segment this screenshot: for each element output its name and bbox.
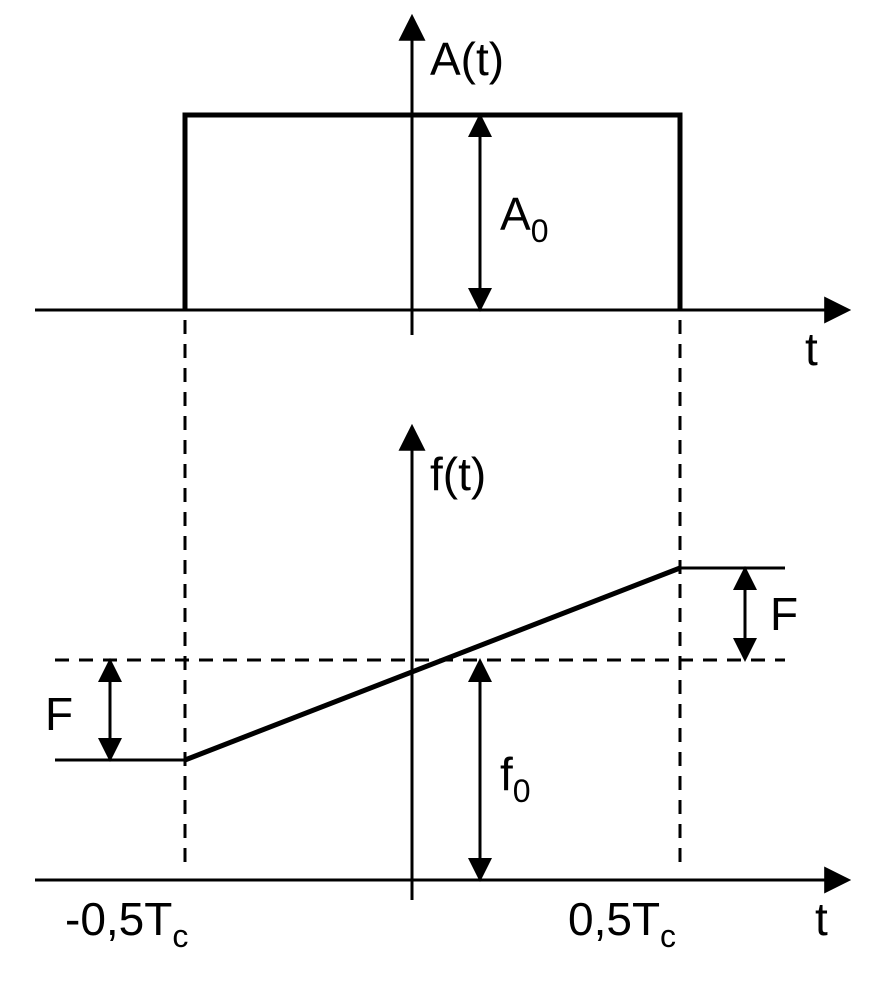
amplitude-plot: A(t) t A0 (35, 30, 835, 375)
tick-left-label: -0,5Tc (65, 893, 188, 954)
frequency-sweep (185, 568, 680, 760)
chirp-signal-diagram: A(t) t A0 f(t) t F F f0 -0,5Tc 0,5Tc (0, 0, 889, 985)
tick-right-label: 0,5Tc (568, 893, 676, 954)
top-x-label: t (805, 323, 818, 375)
top-y-label: A(t) (430, 33, 504, 85)
frequency-plot: f(t) t F F f0 -0,5Tc 0,5Tc (35, 440, 835, 954)
bottom-y-label: f(t) (430, 448, 486, 500)
f-dev-right-label: F (770, 588, 798, 640)
f-dev-left-label: F (45, 688, 73, 740)
bottom-x-label: t (815, 893, 828, 945)
amplitude-pulse (185, 115, 680, 310)
f0-label: f0 (500, 748, 531, 809)
a0-label: A0 (500, 188, 548, 249)
